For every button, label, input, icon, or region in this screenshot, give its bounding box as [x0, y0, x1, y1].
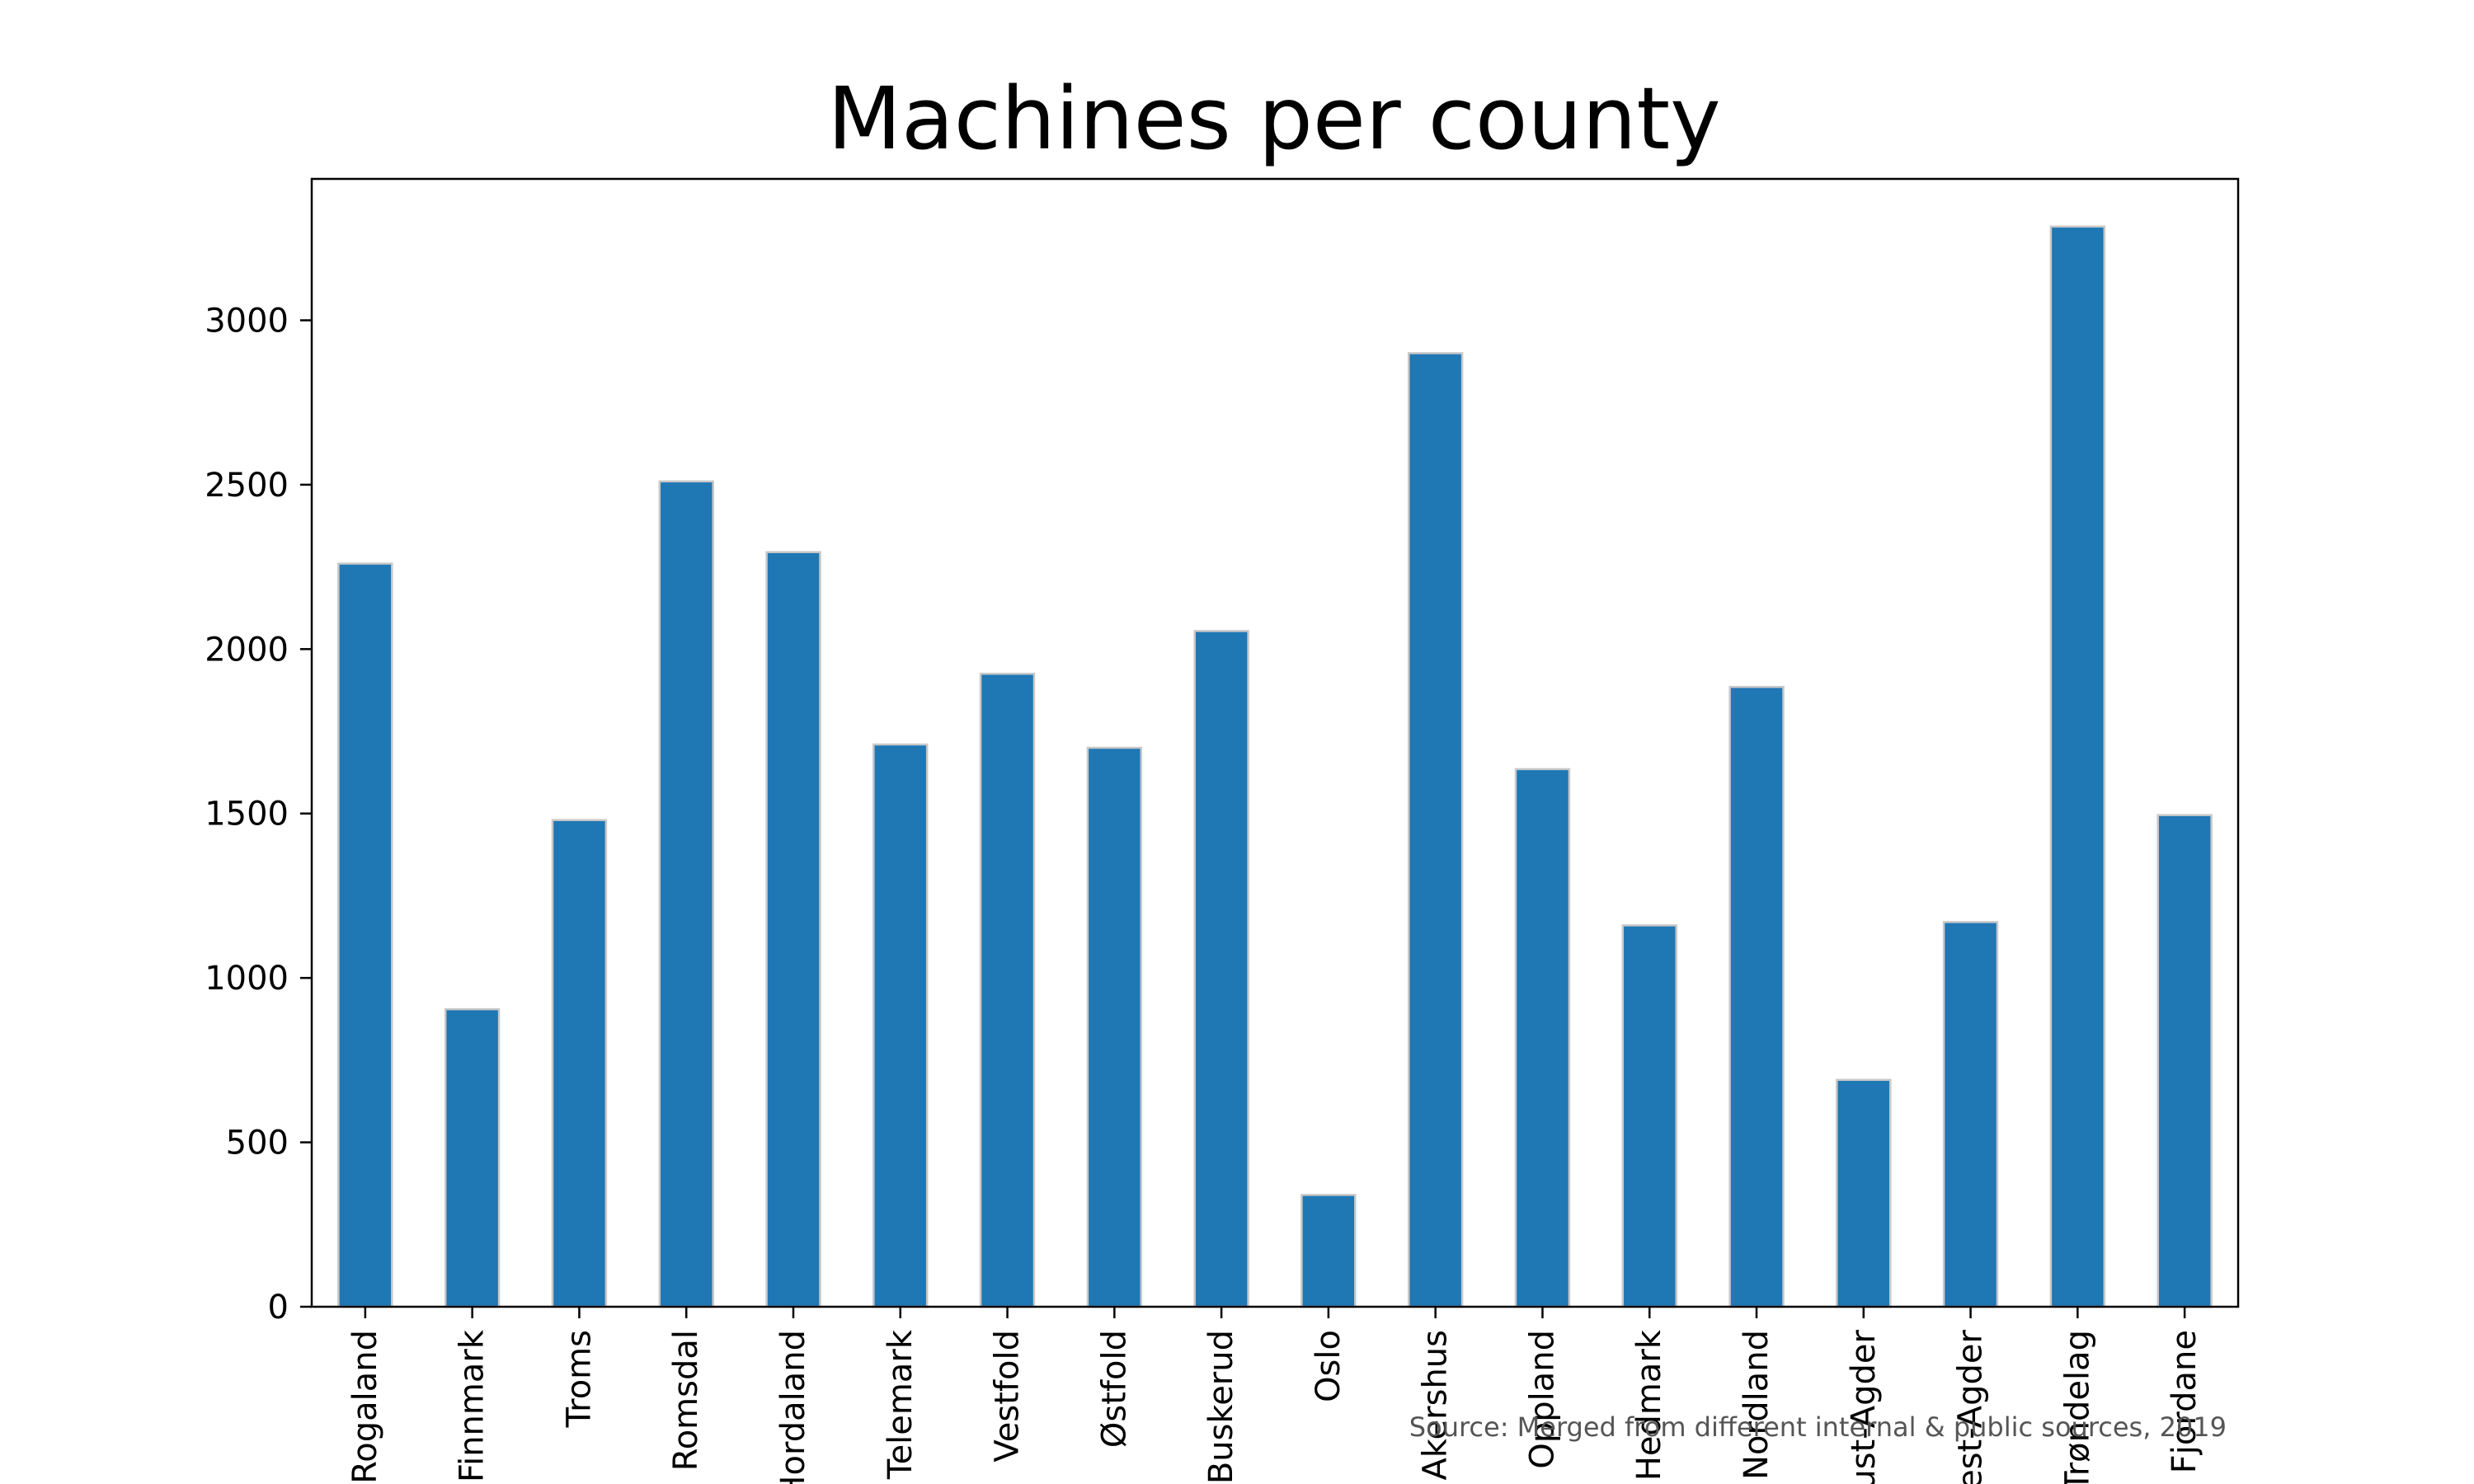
x-tick-label: Rogaland — [346, 1330, 384, 1484]
x-tick-label: Trøndelag — [2058, 1330, 2096, 1484]
plot-frame — [310, 177, 2240, 1308]
x-tick-label: Aust-Agder — [1845, 1329, 1883, 1484]
x-tick-label: Fjordane — [2166, 1330, 2204, 1473]
bar — [872, 743, 929, 1308]
source-annotation: Source: Merged from different internal &… — [1409, 1411, 2227, 1443]
x-axis: Rogaland Finnmark Troms Romsdal Hordaland Tel… — [346, 1307, 2204, 1484]
bar — [444, 1007, 501, 1308]
bars-group — [337, 225, 2213, 1308]
x-tick-label: Troms — [560, 1330, 598, 1428]
x-tick-label: Finnmark — [454, 1329, 492, 1482]
y-tick-label: 1500 — [205, 796, 289, 834]
y-tick-label: 500 — [226, 1125, 289, 1162]
bar — [1836, 1078, 1892, 1308]
bar — [1514, 768, 1571, 1308]
y-tick-label: 2500 — [205, 467, 289, 505]
bar — [765, 551, 821, 1308]
y-tick-label: 0 — [268, 1289, 289, 1327]
y-tick-label: 3000 — [205, 302, 289, 340]
y-tick-label: 1000 — [205, 960, 289, 998]
x-tick-label: Hedmark — [1630, 1329, 1668, 1481]
bar — [2157, 814, 2213, 1308]
bar — [658, 480, 714, 1308]
y-tick-label: 2000 — [205, 631, 289, 669]
bar — [1300, 1194, 1357, 1308]
x-tick-label: Oppland — [1523, 1330, 1561, 1469]
bar — [979, 672, 1036, 1308]
bar — [1193, 630, 1249, 1308]
y-axis: 0 500 1000 1500 2000 2500 3000 — [205, 302, 312, 1327]
bar — [1942, 921, 1999, 1308]
bar — [337, 562, 393, 1308]
bar — [1729, 685, 1785, 1308]
bar — [1407, 352, 1464, 1308]
x-tick-label: Vest-Agder — [1952, 1329, 1990, 1484]
bar — [551, 819, 608, 1308]
x-tick-label: Buskerud — [1202, 1330, 1240, 1484]
x-tick-label: Nordland — [1738, 1330, 1776, 1480]
x-tick-label: Romsdal — [667, 1330, 705, 1471]
x-tick-label: Telemark — [882, 1329, 920, 1480]
x-tick-label: Akershus — [1417, 1330, 1455, 1481]
bar — [1086, 746, 1143, 1308]
bar — [2049, 225, 2106, 1308]
x-tick-label: Hordaland — [774, 1330, 812, 1484]
x-tick-label: Vestfold — [989, 1330, 1027, 1462]
bar — [1621, 924, 1677, 1308]
x-tick-label: Østfold — [1095, 1330, 1133, 1448]
x-tick-label: Oslo — [1310, 1330, 1348, 1402]
chart-title: Machines per county — [827, 68, 1720, 169]
